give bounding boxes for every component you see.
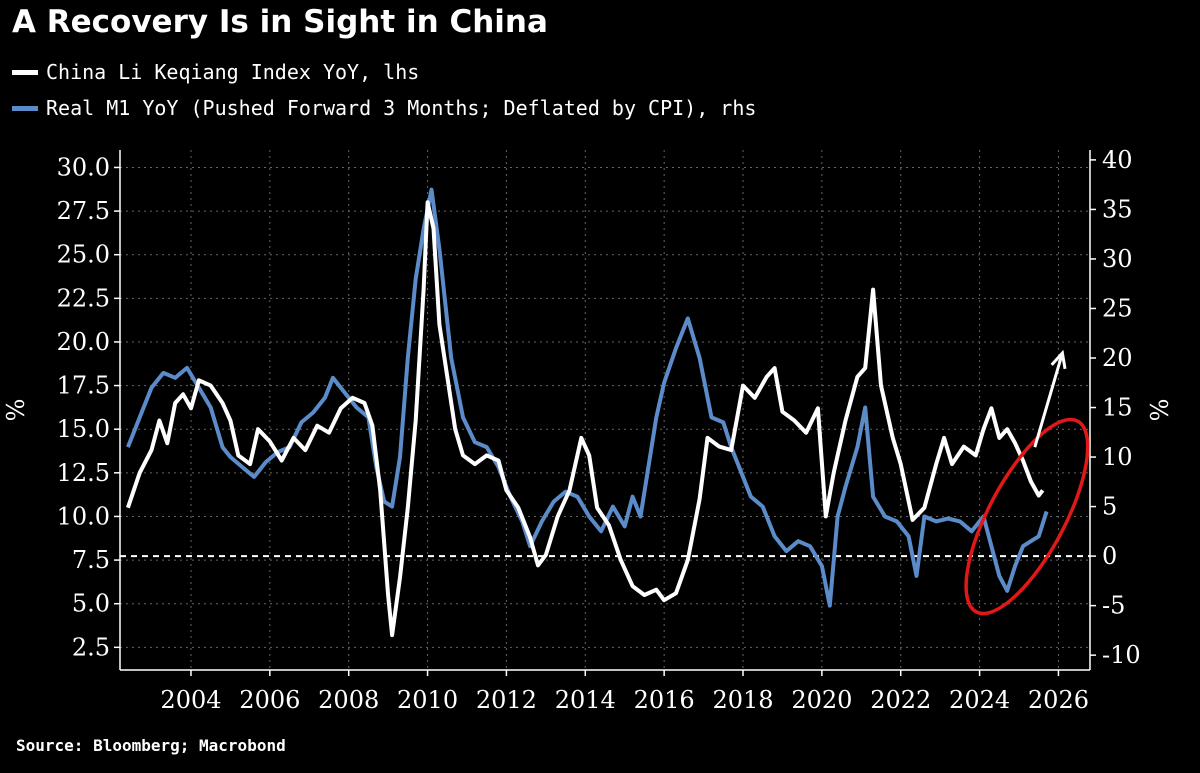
right-tick-label: 5 (1102, 493, 1117, 521)
trend-arrow-line (1033, 352, 1064, 448)
right-tick-label: 0 (1102, 542, 1117, 570)
x-tick-label: 2026 (1028, 686, 1089, 714)
right-tick-label: -5 (1102, 592, 1125, 620)
left-tick-label: 12.5 (57, 459, 110, 487)
right-tick-label: -10 (1102, 641, 1141, 669)
x-tick-label: 2008 (318, 686, 379, 714)
left-tick-label: 30.0 (57, 153, 110, 181)
series-real-m1-line (126, 187, 1049, 608)
x-tick-label: 2018 (712, 686, 773, 714)
left-tick-label: 20.0 (57, 328, 110, 356)
x-tick-label: 2024 (949, 686, 1010, 714)
left-tick-label: 10.0 (57, 502, 110, 530)
x-tick-label: 2004 (160, 686, 221, 714)
x-tick-label: 2022 (870, 686, 931, 714)
left-tick-label: 17.5 (57, 372, 110, 400)
right-axis-label: % (1146, 399, 1174, 422)
legend-label-real-m1: Real M1 YoY (Pushed Forward 3 Months; De… (46, 96, 757, 120)
x-tick-label: 2012 (476, 686, 537, 714)
highlight-ellipse (964, 417, 1090, 616)
left-axis-label: % (2, 399, 30, 422)
right-tick-label: 15 (1102, 394, 1133, 422)
left-tick-label: 27.5 (57, 197, 110, 225)
chart-title: A Recovery Is in Sight in China (12, 4, 548, 40)
x-tick-label: 2010 (397, 686, 458, 714)
legend-swatch-white (12, 69, 38, 75)
trend-arrow-head (1050, 349, 1067, 370)
legend-item-real-m1: Real M1 YoY (Pushed Forward 3 Months; De… (12, 96, 756, 120)
legend-swatch-blue (12, 105, 38, 111)
x-tick-label: 2020 (791, 686, 852, 714)
right-tick-label: 10 (1102, 443, 1133, 471)
right-tick-label: 40 (1102, 146, 1133, 174)
legend-label-li-keqiang: China Li Keqiang Index YoY, lhs (46, 60, 420, 84)
x-tick-label: 2006 (239, 686, 300, 714)
left-tick-label: 7.5 (72, 546, 110, 574)
right-tick-label: 20 (1102, 344, 1133, 372)
series-li-keqiang-line (126, 200, 1045, 638)
right-tick-label: 30 (1102, 245, 1133, 273)
x-tick-label: 2014 (555, 686, 616, 714)
left-tick-label: 22.5 (57, 284, 110, 312)
left-tick-label: 2.5 (72, 633, 110, 661)
source-note: Source: Bloomberg; Macrobond (16, 736, 286, 755)
right-tick-label: 35 (1102, 195, 1133, 223)
x-tick-label: 2016 (634, 686, 695, 714)
left-tick-label: 25.0 (57, 241, 110, 269)
right-tick-label: 25 (1102, 294, 1133, 322)
legend-item-li-keqiang: China Li Keqiang Index YoY, lhs (12, 60, 419, 84)
left-tick-label: 5.0 (72, 590, 110, 618)
left-tick-label: 15.0 (57, 415, 110, 443)
